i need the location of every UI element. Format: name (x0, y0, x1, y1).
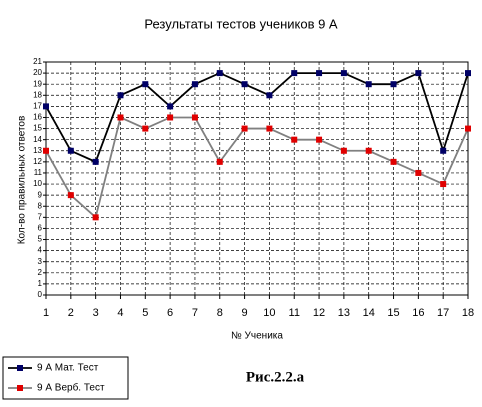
y-tick-label: 1 (38, 279, 43, 288)
marker (390, 81, 397, 88)
x-tick-label: 3 (93, 307, 99, 319)
marker (390, 158, 397, 165)
y-tick-label: 4 (38, 246, 43, 255)
marker (440, 181, 447, 188)
series-line (45, 71, 469, 164)
y-tick-label: 16 (33, 113, 42, 122)
y-tick-label: 15 (33, 124, 42, 133)
marker (142, 81, 149, 88)
x-tick-label: 18 (462, 307, 474, 319)
marker (92, 214, 99, 221)
y-tick-label: 14 (33, 135, 42, 144)
y-tick-label: 6 (38, 224, 43, 233)
y-tick-label: 7 (38, 212, 43, 221)
x-tick-label: 1 (43, 307, 49, 319)
marker (216, 70, 223, 77)
x-axis-label: № Ученика (231, 331, 283, 342)
marker (266, 125, 273, 132)
marker (465, 125, 471, 132)
marker (167, 114, 174, 121)
x-tick-label: 7 (192, 307, 198, 319)
marker (191, 114, 198, 121)
marker (67, 192, 74, 199)
marker (465, 70, 471, 77)
x-tick-label: 8 (217, 307, 223, 319)
marker (340, 147, 347, 154)
marker (142, 125, 149, 132)
x-tick-label: 17 (437, 307, 449, 319)
marker (216, 158, 223, 165)
y-tick-label: 0 (38, 290, 43, 299)
series-line (45, 116, 469, 219)
y-tick-label: 20 (33, 68, 42, 77)
marker (117, 92, 124, 99)
y-axis-label: Кол-во правильных ответов (17, 116, 28, 245)
y-tick-label: 21 (33, 57, 42, 66)
marker (291, 70, 298, 77)
marker (43, 147, 49, 154)
y-tick-label: 12 (33, 157, 42, 166)
y-tick-label: 19 (33, 79, 42, 88)
marker (167, 103, 174, 110)
marker (440, 147, 447, 154)
chart-title: Результаты тестов учеников 9 А (144, 16, 338, 31)
x-tick-label: 16 (412, 307, 424, 319)
y-tick-label: 2 (38, 268, 43, 277)
legend-marker (17, 365, 23, 371)
marker (191, 81, 198, 88)
x-tick-label: 14 (363, 307, 375, 319)
marker (316, 136, 323, 143)
y-tick-label: 17 (33, 101, 42, 110)
x-tick-label: 9 (242, 307, 248, 319)
x-tick-label: 13 (338, 307, 350, 319)
marker (67, 147, 74, 154)
y-tick-label: 9 (38, 190, 43, 199)
y-tick-label: 3 (38, 257, 43, 266)
x-tick-label: 10 (263, 307, 275, 319)
legend-marker (17, 385, 23, 391)
y-tick-label: 13 (33, 146, 42, 155)
marker (316, 70, 323, 77)
marker (340, 70, 347, 77)
x-tick-label: 6 (167, 307, 173, 319)
y-tick-label: 18 (33, 90, 42, 99)
y-tick-label: 10 (33, 179, 42, 188)
marker (365, 147, 372, 154)
plot-border (45, 61, 469, 296)
marker (241, 81, 248, 88)
y-tick-label: 8 (38, 201, 43, 210)
y-tick-label: 11 (34, 168, 43, 177)
y-tick-label: 5 (38, 235, 43, 244)
x-tick-label: 4 (117, 307, 123, 319)
x-tick-label: 15 (387, 307, 399, 319)
marker (117, 114, 124, 121)
plot-area (46, 62, 468, 295)
caption: Рис.2.2.а (246, 369, 305, 385)
marker (266, 92, 273, 99)
x-tick-label: 12 (313, 307, 325, 319)
marker (92, 158, 99, 165)
marker (43, 103, 49, 110)
marker (291, 136, 298, 143)
marker (415, 70, 422, 77)
legend-label: 9 А Верб. Тест (37, 382, 105, 394)
x-tick-label: 11 (289, 307, 300, 319)
marker (241, 125, 248, 132)
x-tick-label: 2 (68, 307, 74, 319)
x-tick-label: 5 (142, 307, 148, 319)
legend-box (2, 356, 129, 400)
marker (365, 81, 372, 88)
marker (415, 169, 422, 176)
legend-label: 9 А Мат. Тест (37, 363, 99, 374)
